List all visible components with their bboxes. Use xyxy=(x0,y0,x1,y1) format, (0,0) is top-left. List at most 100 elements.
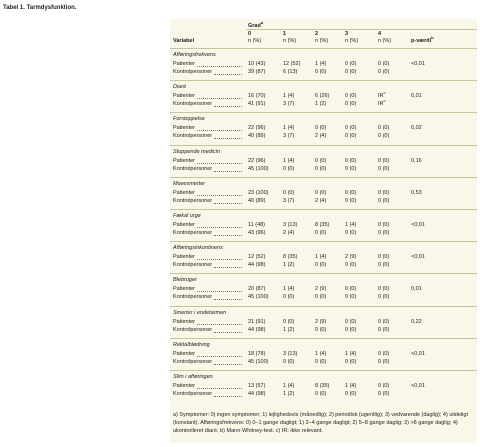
cell: 1 (4) xyxy=(345,350,357,357)
cell: 0 (0) xyxy=(345,133,357,140)
cell: 45 (100) xyxy=(248,358,269,365)
cell: 45 (100) xyxy=(248,294,269,301)
group-name: Mavesmerter xyxy=(173,180,206,187)
cell: 0 (0) xyxy=(345,165,357,172)
p-value: <0,01 xyxy=(411,61,425,67)
cell: 0 (0) xyxy=(345,286,357,293)
group-name: Diaré xyxy=(173,84,187,91)
dot-leader xyxy=(214,294,242,301)
dot-leader xyxy=(197,190,242,196)
cell: 1 (4) xyxy=(283,157,295,164)
cell: 3 (7) xyxy=(283,197,295,204)
cell: 0 (0) xyxy=(315,69,327,75)
group-name: Forstoppelse xyxy=(173,116,205,123)
cell: 3 (13) xyxy=(283,350,298,357)
dot-leader xyxy=(197,254,242,261)
cell: 0 (0) xyxy=(345,197,357,204)
variable-group: Forstoppelse Patienter 22 (96) 1 (4) 0 (0) 0 … xyxy=(170,112,477,145)
cell: 1 (4) xyxy=(345,222,357,228)
variable-group: Afføringsinkontinens Patienter 12 (52) 8 (3… xyxy=(170,241,477,274)
variable-group: Blebruger Patienter 20 (87) 1 (4) 2 (9) 0 (0)… xyxy=(170,273,477,306)
variable-group: Smerter i endetarmen Patienter 21 (91) 0 (0… xyxy=(170,305,477,339)
cell: 0 (0) xyxy=(283,294,295,301)
cell: 0 (0) xyxy=(378,262,390,269)
dot-leader xyxy=(214,198,242,204)
dot-leader xyxy=(214,166,242,172)
cell: 0 (0) xyxy=(378,165,390,172)
cell: 11 (48) xyxy=(248,222,266,228)
row-label: Kontrolpersoner xyxy=(173,197,213,204)
p-value: <0,01 xyxy=(411,254,425,261)
cell: 0 (0) xyxy=(283,358,295,365)
dot-leader xyxy=(214,101,242,108)
cell: 0 (0) xyxy=(315,391,327,397)
cell: 0 (0) xyxy=(378,286,390,293)
col-unit: n (%) xyxy=(315,38,329,44)
group-name: Stoppende medicin xyxy=(173,148,221,155)
dot-leader xyxy=(197,351,242,357)
cell: 0 (0) xyxy=(345,262,357,269)
cell: 3 (7) xyxy=(283,101,295,108)
dot-leader xyxy=(197,61,242,67)
row-label: Kontrolpersoner xyxy=(173,101,213,108)
cell: 0 (0) xyxy=(345,358,357,365)
cell: 2 (9) xyxy=(345,254,357,261)
dot-leader xyxy=(197,125,242,132)
table-panel: a) Symptomer: 0) ingen symptomer; 1) lej… xyxy=(170,19,477,443)
col-unit: n (%) xyxy=(378,38,392,44)
group-name: Afføringsinkontinens xyxy=(173,245,223,252)
variable-group: Afføringsfrekvens Patienter 10 (43) 12 (52)… xyxy=(170,48,477,81)
superscript: c xyxy=(383,90,386,96)
cell: 8 (35) xyxy=(283,254,298,261)
p-value: <0,01 xyxy=(411,383,425,389)
cell: 0 (0) xyxy=(345,101,357,108)
cell: 0 (0) xyxy=(378,133,390,140)
cell: 40 (89) xyxy=(248,197,266,204)
cell: 0 (0) xyxy=(378,69,390,75)
cell: 0 (0) xyxy=(378,254,390,261)
cell: 0 (0) xyxy=(345,294,357,301)
cell: 0 (0) xyxy=(345,189,357,196)
cell: 0 (0) xyxy=(345,125,357,132)
row-label: Kontrolpersoner xyxy=(173,165,213,172)
cell: 0 (0) xyxy=(315,165,327,172)
cell: 0 (0) xyxy=(378,350,390,357)
row-label: Patienter xyxy=(173,125,196,132)
cell: 1 (2) xyxy=(283,391,295,397)
row-label: Kontrolpersoner xyxy=(173,326,213,333)
col-unit: n (%) xyxy=(248,38,262,44)
cell: 0 (0) xyxy=(345,230,357,236)
cell: 2 (9) xyxy=(315,318,327,325)
cell: 22 (96) xyxy=(248,125,266,132)
table-title: Tabel 1. Tarmdysfunktion. xyxy=(3,5,77,11)
variable-group: Fækal urge Patienter 11 (48) 3 (13) 8 (35) 1 … xyxy=(170,209,477,242)
col-header: 1 xyxy=(283,31,287,37)
cell: 1 (4) xyxy=(345,383,357,389)
row-label: Patienter xyxy=(173,61,196,67)
cell: 1 (4) xyxy=(283,125,295,132)
cell: 45 (100) xyxy=(248,165,269,172)
variable-group: Mavesmerter Patienter 23 (100) 0 (0) 0 (0) 0 … xyxy=(170,176,477,210)
cell: 44 (98) xyxy=(248,262,266,269)
cell: 0 (0) xyxy=(315,326,327,333)
group-name: Slim i afføringen xyxy=(173,374,213,380)
cell: 0 (0) xyxy=(283,318,295,325)
p-value: 0,22 xyxy=(411,318,422,325)
p-value: 0,01 xyxy=(411,286,422,293)
variable-group: Rektalblødning Patienter 18 (78) 3 (13) 1 (4… xyxy=(170,337,477,371)
row-label: Kontrolpersoner xyxy=(173,391,213,397)
cell: 0 (0) xyxy=(315,230,327,236)
cell: 13 (57) xyxy=(248,383,266,389)
cell: 8 (35) xyxy=(315,383,330,389)
dot-leader xyxy=(214,327,242,333)
dot-leader xyxy=(197,222,242,228)
cell: 10 (43) xyxy=(248,61,266,67)
cell: 0 (0) xyxy=(315,294,327,301)
group-name: Afføringsfrekvens xyxy=(173,52,216,58)
superscript: c xyxy=(383,98,386,104)
cell: 0 (0) xyxy=(283,165,295,172)
dot-leader xyxy=(197,158,242,164)
row-label: Patienter xyxy=(173,350,196,357)
cell: 1 (4) xyxy=(315,350,327,357)
dot-leader xyxy=(197,319,242,325)
